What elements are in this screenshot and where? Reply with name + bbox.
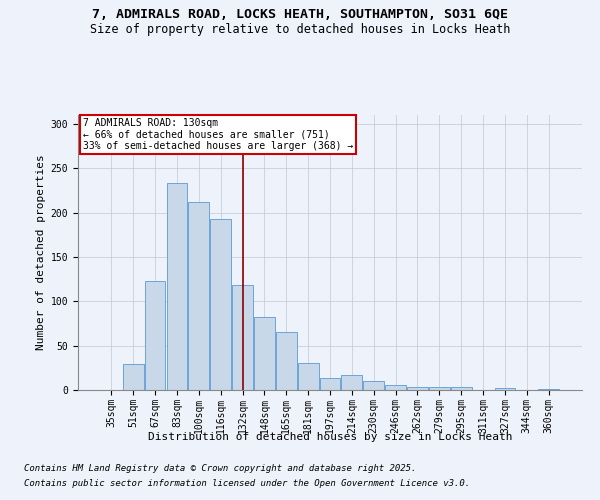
Bar [341,375,362,390]
Bar [320,378,340,390]
Bar [123,364,143,390]
Text: Distribution of detached houses by size in Locks Heath: Distribution of detached houses by size … [148,432,512,442]
Bar [145,281,166,390]
Bar [364,381,384,390]
Bar [167,184,187,390]
Text: Contains HM Land Registry data © Crown copyright and database right 2025.: Contains HM Land Registry data © Crown c… [24,464,416,473]
Bar [188,202,209,390]
Bar [276,332,296,390]
Bar [451,388,472,390]
Text: Size of property relative to detached houses in Locks Heath: Size of property relative to detached ho… [90,22,510,36]
Text: Contains public sector information licensed under the Open Government Licence v3: Contains public sector information licen… [24,479,470,488]
Y-axis label: Number of detached properties: Number of detached properties [37,154,46,350]
Bar [407,388,428,390]
Bar [210,219,231,390]
Bar [298,364,319,390]
Bar [538,389,559,390]
Text: 7, ADMIRALS ROAD, LOCKS HEATH, SOUTHAMPTON, SO31 6QE: 7, ADMIRALS ROAD, LOCKS HEATH, SOUTHAMPT… [92,8,508,20]
Bar [254,318,275,390]
Bar [232,286,253,390]
Bar [429,388,450,390]
Bar [385,384,406,390]
Text: 7 ADMIRALS ROAD: 130sqm
← 66% of detached houses are smaller (751)
33% of semi-d: 7 ADMIRALS ROAD: 130sqm ← 66% of detache… [83,118,353,151]
Bar [494,388,515,390]
